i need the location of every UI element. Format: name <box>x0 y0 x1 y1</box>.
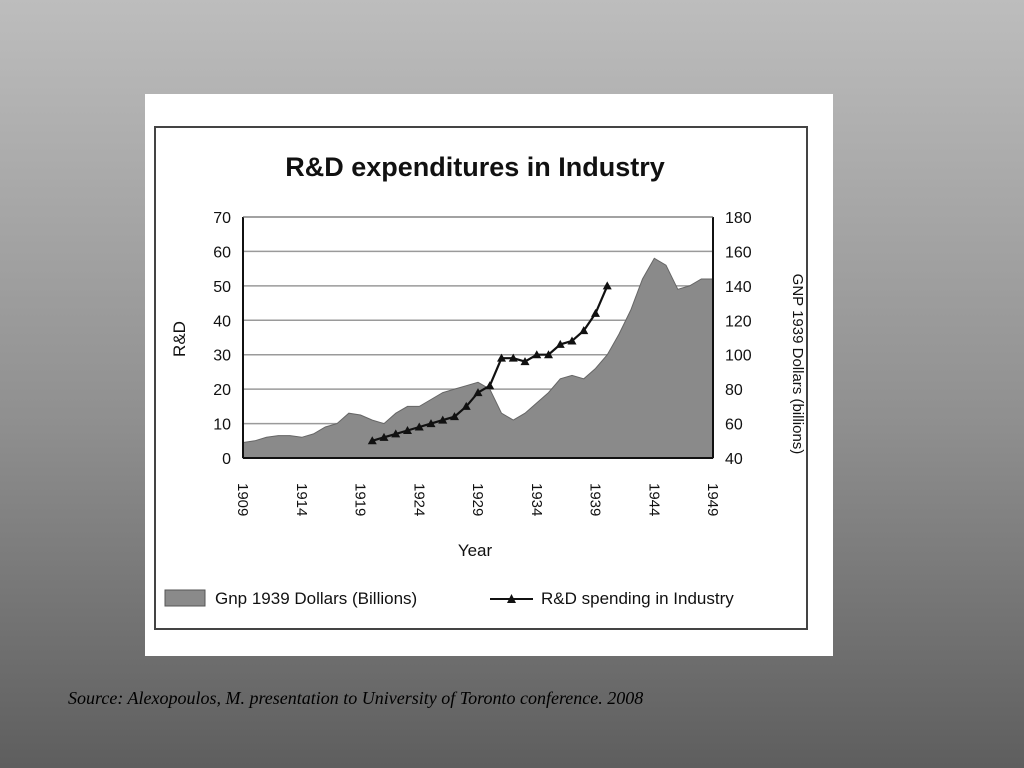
x-tick-label: 1929 <box>469 483 486 516</box>
rd-marker <box>473 388 483 397</box>
rd-marker <box>520 357 530 366</box>
legend-marker-rd <box>507 594 516 603</box>
x-tick-label: 1919 <box>352 483 369 516</box>
rd-marker <box>391 429 401 438</box>
gnp-area <box>242 257 714 459</box>
y-tick-labels-right: 40 60 80 100 120 140 160 180 <box>725 210 752 468</box>
x-axis-label: Year <box>458 541 493 560</box>
rd-marker <box>579 326 589 335</box>
source-caption: Source: Alexopoulos, M. presentation to … <box>68 688 644 708</box>
rd-marker <box>414 422 424 431</box>
x-tick-label: 1924 <box>410 483 427 516</box>
legend-swatch-gnp <box>164 589 206 607</box>
rd-marker <box>497 353 506 362</box>
y-tick-label-left: 50 <box>213 279 231 296</box>
y-tick-label-left: 0 <box>222 451 231 468</box>
rd-marker <box>555 339 565 348</box>
y-tick-label-left: 40 <box>213 313 231 330</box>
y-tick-label-left: 30 <box>213 348 231 365</box>
rd-marker <box>602 281 612 290</box>
y-tick-label-left: 10 <box>213 417 231 434</box>
rd-marker <box>438 415 448 424</box>
gnp-area-layer <box>242 257 714 459</box>
rd-marker <box>567 336 577 345</box>
y-tick-label-left: 20 <box>213 382 231 399</box>
rd-marker <box>379 432 389 441</box>
rd-marker <box>485 381 495 390</box>
rd-marker <box>532 350 542 359</box>
x-tick-label: 1944 <box>645 483 662 516</box>
y-tick-label-right: 140 <box>725 279 752 296</box>
chart-figure: R&D expenditures in Industry 0 10 20 30 40 50… <box>145 94 833 656</box>
chart: R&D expenditures in Industry 0 10 20 30 40 50… <box>154 126 808 630</box>
y-tick-label-right: 80 <box>725 382 743 399</box>
legend-label-gnp: Gnp 1939 Dollars (Billions) <box>215 589 417 608</box>
y-tick-label-right: 60 <box>725 417 743 434</box>
rd-marker <box>403 425 412 434</box>
rd-marker <box>591 308 600 317</box>
rd-marker <box>508 353 518 362</box>
rd-marker <box>367 436 377 445</box>
y-tick-label-left: 70 <box>213 210 231 227</box>
legend-label-rd: R&D spending in Industry <box>541 589 734 608</box>
y-tick-label-left: 60 <box>213 244 231 261</box>
x-tick-label: 1939 <box>587 483 604 516</box>
y-axis-label-left: R&D <box>170 321 189 357</box>
rd-marker <box>426 419 436 428</box>
y-tick-label-right: 100 <box>725 348 752 365</box>
x-tick-label: 1909 <box>234 483 251 516</box>
x-tick-labels: 1909 1914 1919 1924 1929 1934 1939 1944 1949 <box>234 483 721 516</box>
y-tick-label-right: 40 <box>725 451 743 468</box>
y-tick-labels-left: 0 10 20 30 40 50 60 70 <box>213 210 231 468</box>
rd-marker <box>450 412 459 421</box>
y-tick-label-right: 180 <box>725 210 752 227</box>
y-tick-label-right: 160 <box>725 244 752 261</box>
x-tick-label: 1914 <box>293 483 310 516</box>
axes <box>242 216 714 459</box>
rd-marker <box>544 350 553 359</box>
y-tick-label-right: 120 <box>725 313 752 330</box>
rd-marker <box>461 401 471 410</box>
chart-title: R&D expenditures in Industry <box>285 152 665 182</box>
rd-line-layer <box>367 281 612 445</box>
x-tick-label: 1934 <box>528 483 545 516</box>
x-tick-label: 1949 <box>704 483 721 516</box>
chart-frame <box>154 126 808 630</box>
y-axis-label-right: GNP 1939 Dollars (billions) <box>789 274 806 455</box>
legend: Gnp 1939 Dollars (Billions) R&D spending… <box>164 589 734 608</box>
